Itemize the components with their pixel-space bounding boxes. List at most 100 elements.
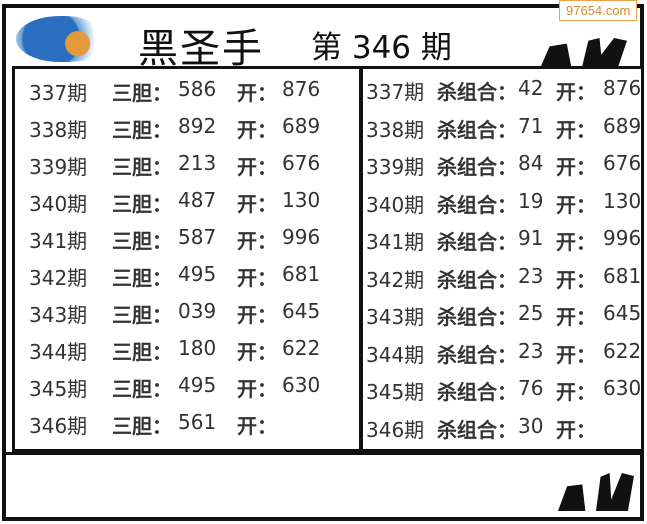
field-value: 84 — [518, 151, 544, 175]
field-label: 三胆： — [112, 266, 172, 290]
open-label: 开： — [556, 380, 596, 404]
open-label: 开： — [556, 117, 596, 142]
open-value: 130 — [282, 188, 321, 212]
period-label: 339期 — [366, 155, 425, 179]
open-value: 676 — [603, 151, 642, 175]
open-value: 630 — [603, 376, 642, 400]
open-value: 676 — [282, 151, 321, 175]
ok-hand-mark-icon — [558, 473, 634, 511]
open-value: 130 — [603, 188, 642, 213]
open-label: 开： — [237, 266, 277, 290]
open-label: 开： — [556, 230, 596, 254]
period-label: 341期 — [29, 229, 88, 253]
field-value: 587 — [178, 225, 217, 249]
open-label: 开： — [237, 377, 277, 401]
field-label: 三胆： — [112, 414, 172, 438]
period-label: 344期 — [366, 342, 425, 367]
open-label: 开： — [237, 81, 277, 105]
field-label: 杀组合： — [437, 80, 517, 104]
open-label: 开： — [237, 340, 277, 364]
open-label: 开： — [237, 303, 277, 327]
field-value: 487 — [178, 188, 217, 212]
open-label: 开： — [237, 192, 277, 216]
open-label: 开： — [556, 80, 596, 104]
field-value: 76 — [518, 376, 544, 400]
field-value: 91 — [518, 226, 544, 250]
watermark: 97654.com — [559, 0, 638, 21]
period-label: 346期 — [29, 414, 88, 438]
header: 黑圣手 第 346 期 — [6, 8, 640, 72]
open-label: 开： — [556, 192, 596, 217]
period-label: 338期 — [29, 118, 88, 142]
open-label: 开： — [556, 305, 596, 329]
open-value: 622 — [282, 336, 321, 360]
open-label: 开： — [556, 155, 596, 179]
open-value: 645 — [603, 301, 642, 325]
field-value: 213 — [178, 151, 217, 175]
open-value: 645 — [282, 299, 321, 323]
period-label: 345期 — [29, 377, 88, 401]
issue-number: 第 346 期 — [311, 30, 452, 66]
field-value: 42 — [518, 76, 544, 100]
open-value: 622 — [603, 338, 642, 363]
open-value: 996 — [282, 225, 321, 249]
field-label: 三胆： — [112, 118, 172, 142]
period-label: 339期 — [29, 155, 88, 179]
field-label: 杀组合： — [437, 155, 517, 179]
field-label: 三胆： — [112, 303, 172, 327]
period-label: 342期 — [29, 266, 88, 290]
field-value: 30 — [518, 413, 544, 438]
period-label: 343期 — [366, 305, 425, 329]
field-value: 23 — [518, 263, 544, 288]
open-label: 开： — [237, 155, 277, 179]
open-value: 689 — [282, 114, 321, 138]
field-value: 19 — [518, 188, 544, 213]
field-label: 三胆： — [112, 155, 172, 179]
field-value: 495 — [178, 373, 217, 397]
period-label: 338期 — [366, 117, 425, 142]
field-value: 039 — [178, 299, 217, 323]
period-label: 344期 — [29, 340, 88, 364]
open-value: 876 — [282, 77, 321, 101]
left-panel-sandan: 337期 三胆： 586 开： 876 338期 三胆： 892 开： 689 339期 三胆： 213… — [12, 66, 362, 452]
field-value: 71 — [518, 113, 544, 138]
period-label: 345期 — [366, 380, 425, 404]
open-label: 开： — [237, 118, 277, 142]
open-value: 681 — [282, 262, 321, 286]
field-label: 杀组合： — [437, 192, 517, 217]
field-label: 杀组合： — [437, 342, 517, 367]
open-value: 876 — [603, 76, 642, 100]
open-value: 996 — [603, 226, 642, 250]
period-label: 343期 — [29, 303, 88, 327]
poster-frame: 黑圣手 第 346 期 337期 三胆： 586 开： 876 338期 三胆： 892 开： 6… — [2, 4, 644, 521]
open-label: 开： — [237, 229, 277, 253]
field-label: 杀组合： — [437, 267, 517, 292]
right-panel-shazuhe: 337期 杀组合： 42 开： 876 338期 杀组合： 71 开： 689 339期 杀组合： 84… — [360, 66, 644, 452]
open-value: 630 — [282, 373, 321, 397]
field-value: 495 — [178, 262, 217, 286]
period-label: 342期 — [366, 267, 425, 292]
logo-image — [16, 16, 104, 62]
field-label: 杀组合： — [437, 305, 517, 329]
field-label: 三胆： — [112, 81, 172, 105]
page-title: 黑圣手 — [138, 26, 264, 72]
field-value: 23 — [518, 338, 544, 363]
field-label: 杀组合： — [437, 117, 517, 142]
field-label: 三胆： — [112, 377, 172, 401]
bottom-box — [6, 452, 640, 520]
period-label: 337期 — [366, 80, 425, 104]
ok-hand-mark-icon — [541, 38, 627, 66]
open-label: 开： — [556, 417, 596, 442]
open-label: 开： — [556, 267, 596, 292]
open-value: 689 — [603, 113, 642, 138]
period-label: 341期 — [366, 230, 425, 254]
period-label: 337期 — [29, 81, 88, 105]
open-label: 开： — [556, 342, 596, 367]
field-value: 180 — [178, 336, 217, 360]
field-label: 三胆： — [112, 229, 172, 253]
field-label: 杀组合： — [437, 230, 517, 254]
field-value: 892 — [178, 114, 217, 138]
field-value: 561 — [178, 410, 217, 434]
open-label: 开： — [237, 414, 277, 438]
field-label: 杀组合： — [437, 380, 517, 404]
